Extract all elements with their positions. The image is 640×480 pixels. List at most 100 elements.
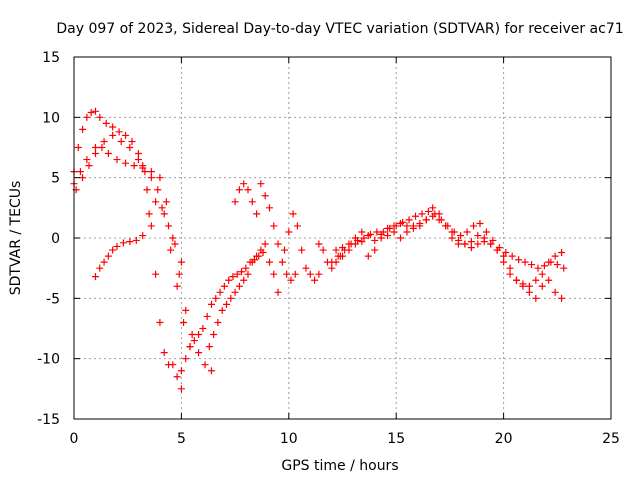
- data-point: [519, 280, 527, 288]
- data-point: [169, 361, 177, 369]
- data-point: [545, 276, 553, 284]
- data-point: [261, 240, 269, 248]
- data-point: [515, 256, 523, 264]
- data-point: [85, 162, 93, 170]
- data-point: [506, 270, 514, 278]
- data-point: [76, 168, 84, 176]
- data-point: [384, 232, 392, 240]
- data-point: [390, 228, 398, 236]
- data-point: [358, 238, 366, 246]
- y-tick-label: 15: [42, 50, 60, 66]
- series-arc-6: [231, 180, 299, 284]
- data-point: [145, 210, 153, 218]
- data-point: [216, 288, 224, 296]
- data-point: [83, 113, 91, 121]
- data-point: [143, 186, 151, 194]
- data-point: [467, 238, 475, 246]
- data-point: [551, 252, 559, 260]
- data-point: [461, 240, 469, 248]
- data-point: [493, 246, 501, 254]
- data-point: [435, 210, 443, 218]
- data-point: [218, 306, 226, 314]
- series-arc-7: [205, 240, 282, 351]
- data-point: [126, 144, 134, 151]
- data-point: [371, 246, 379, 254]
- data-point: [173, 282, 181, 290]
- data-point: [248, 258, 256, 266]
- data-point: [482, 228, 490, 236]
- data-point: [91, 273, 99, 281]
- data-point: [74, 144, 82, 151]
- data-point: [195, 349, 203, 357]
- data-point: [403, 222, 411, 230]
- data-point: [113, 156, 121, 164]
- data-point: [257, 180, 265, 188]
- series-arc-5: [177, 248, 267, 375]
- data-point: [270, 222, 278, 230]
- data-point: [358, 228, 366, 236]
- data-point: [104, 150, 112, 158]
- data-point: [412, 212, 420, 220]
- data-point: [311, 276, 319, 284]
- data-point: [102, 119, 110, 127]
- data-point: [403, 228, 411, 236]
- data-point: [100, 137, 108, 145]
- data-point: [315, 270, 323, 278]
- data-point: [302, 264, 310, 272]
- y-tick-label: 10: [42, 110, 60, 126]
- data-point: [98, 144, 106, 151]
- series-arc-8: [281, 210, 323, 284]
- series-arc-4: [91, 198, 185, 281]
- data-point: [476, 220, 484, 228]
- data-point: [248, 198, 256, 206]
- data-point: [134, 150, 142, 158]
- data-point: [521, 258, 529, 266]
- data-point: [345, 246, 353, 254]
- data-point: [182, 355, 190, 363]
- data-point: [500, 252, 508, 260]
- data-point: [474, 232, 482, 240]
- data-point: [87, 109, 95, 117]
- data-point: [351, 234, 359, 242]
- tick-layer: [73, 56, 612, 420]
- data-point: [500, 258, 508, 266]
- data-point: [422, 216, 430, 224]
- data-point: [188, 331, 196, 339]
- data-point: [285, 228, 293, 236]
- data-point: [113, 242, 121, 250]
- series-arc-12: [315, 240, 344, 272]
- data-point: [186, 343, 194, 351]
- data-point: [265, 258, 273, 266]
- chart-title: Day 097 of 2023, Sidereal Day-to-day VTE…: [56, 21, 623, 37]
- data-point: [173, 373, 181, 381]
- data-point: [91, 107, 99, 115]
- series-arc-11: [332, 212, 566, 290]
- data-point: [214, 318, 222, 326]
- data-point: [233, 270, 241, 278]
- data-point: [91, 150, 99, 158]
- data-point: [448, 234, 456, 242]
- y-axis-title: SDTVAR / TECUs: [8, 181, 24, 296]
- data-point: [332, 246, 340, 254]
- x-tick-label: 20: [495, 431, 513, 447]
- data-point: [418, 210, 426, 218]
- data-point: [319, 246, 327, 254]
- data-point: [390, 222, 398, 230]
- data-point: [201, 361, 209, 369]
- data-point: [512, 276, 520, 284]
- y-tick-label: -5: [46, 291, 60, 307]
- data-point: [235, 186, 243, 194]
- data-point: [448, 228, 456, 236]
- y-tick-label: 0: [51, 231, 60, 247]
- grid-layer: [74, 57, 611, 419]
- data-point: [175, 270, 183, 278]
- data-point: [126, 238, 134, 246]
- data-point: [528, 261, 536, 269]
- data-point: [104, 252, 112, 260]
- data-point: [454, 236, 462, 244]
- data-point: [177, 258, 185, 266]
- data-point: [132, 236, 140, 244]
- y-tick-label: -10: [37, 352, 60, 368]
- data-point: [545, 258, 553, 266]
